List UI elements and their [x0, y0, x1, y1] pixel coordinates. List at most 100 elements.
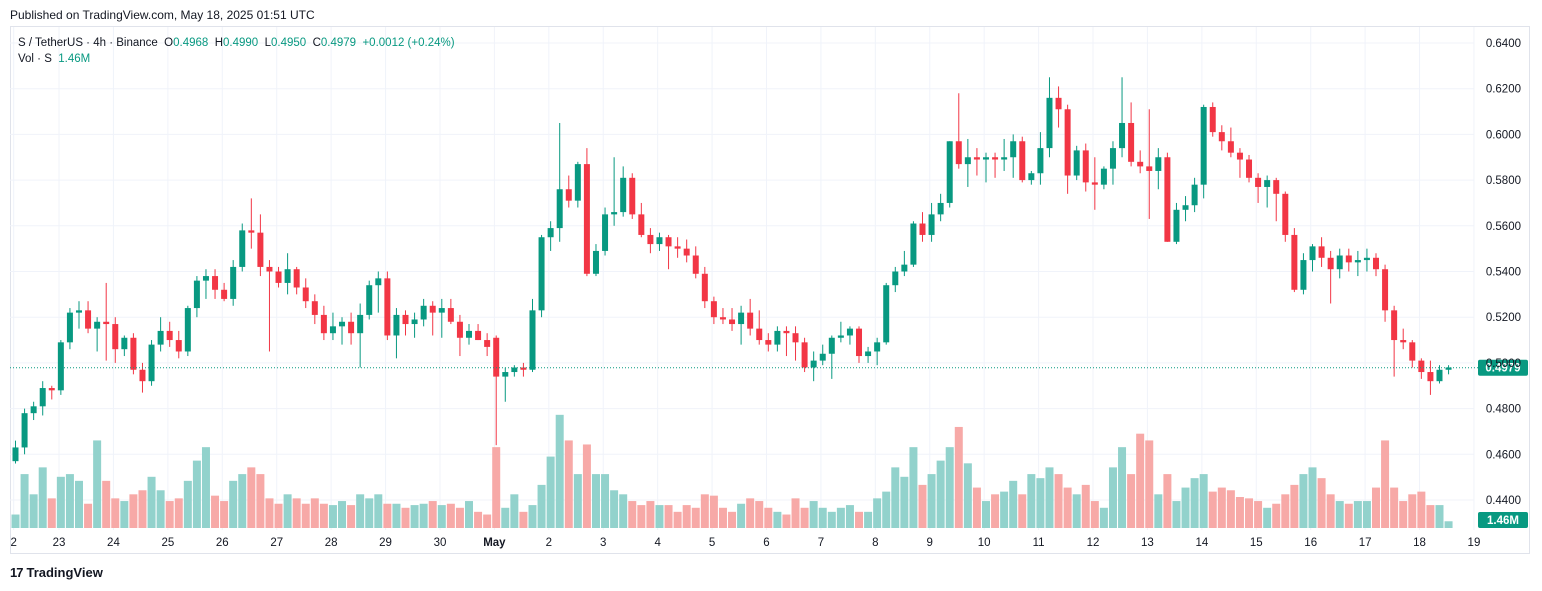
- x-tick-label: 9: [927, 537, 933, 549]
- volume-bar: [845, 505, 854, 528]
- volume-bar: [492, 447, 501, 528]
- candle-body: [946, 141, 953, 203]
- volume-bar: [1381, 440, 1390, 528]
- candle-body: [357, 314, 364, 334]
- x-tick-label: 11: [1033, 537, 1045, 549]
- candle-body: [1218, 132, 1225, 142]
- volume-bar: [338, 501, 347, 528]
- candle-body: [1019, 141, 1026, 181]
- x-tick-label: 26: [216, 537, 229, 549]
- volume-bar: [374, 494, 383, 528]
- x-tick-label: 30: [434, 537, 447, 549]
- x-tick-label: 17: [1359, 537, 1372, 549]
- volume-label[interactable]: Vol · S: [18, 53, 52, 65]
- y-tick-label: 0.5400: [1486, 267, 1521, 279]
- candle-body: [683, 248, 690, 256]
- x-tick-label: 18: [1413, 537, 1426, 549]
- candle-body: [910, 223, 917, 265]
- candle-body: [1309, 246, 1316, 261]
- candle-body: [1418, 360, 1425, 373]
- volume-bar: [1063, 487, 1072, 528]
- x-tick-label: 25: [161, 537, 174, 549]
- volume-bar: [220, 501, 229, 528]
- grid-lines: [10, 27, 1475, 530]
- candle-body: [538, 237, 545, 311]
- candle-body: [1173, 209, 1180, 242]
- volume-bar: [1099, 507, 1108, 528]
- volume-bar: [700, 494, 709, 528]
- candle-body: [493, 337, 500, 377]
- x-tick-label: 2: [546, 537, 552, 549]
- volume-bar: [1372, 487, 1380, 528]
- volume-bar: [410, 505, 419, 528]
- y-tick-label: 0.4600: [1486, 449, 1521, 461]
- candle-body: [39, 388, 46, 407]
- volume-bar: [383, 503, 392, 528]
- candle-body: [629, 177, 636, 215]
- volume-bar: [238, 474, 247, 528]
- volume-bar: [256, 474, 265, 528]
- candle-body: [1137, 161, 1144, 167]
- x-tick-label: 3: [600, 537, 606, 549]
- volume-bar: [392, 503, 401, 528]
- x-tick-label: 29: [379, 537, 392, 549]
- candle-body: [1282, 193, 1289, 235]
- candle-body: [828, 337, 835, 354]
- close-label: C: [312, 37, 321, 49]
- candle-body: [574, 164, 581, 201]
- candle-body: [329, 326, 336, 334]
- symbol-label[interactable]: S / TetherUS · 4h · Binance: [18, 37, 158, 49]
- candle-body: [148, 344, 155, 382]
- volume-bar: [1081, 484, 1090, 528]
- volume-bar: [718, 507, 727, 528]
- x-tick-label: 28: [325, 537, 338, 549]
- volume-bar: [310, 498, 319, 528]
- volume-bar: [183, 480, 192, 528]
- candle-body: [883, 285, 890, 343]
- candle-body: [747, 312, 754, 329]
- volume-bar: [29, 494, 38, 528]
- volume-bar: [192, 460, 201, 528]
- footer-branding[interactable]: 17 TradingView: [10, 565, 103, 580]
- volume-bar: [573, 474, 582, 528]
- tradingview-brand: TradingView: [26, 565, 103, 580]
- volume-bar: [11, 514, 20, 528]
- candle-body: [221, 289, 228, 299]
- candle-body: [592, 250, 599, 274]
- volume-bar: [882, 491, 891, 528]
- current-price-marker: 0.4979 1.46M: [10, 359, 1528, 528]
- volume-bar: [483, 514, 492, 528]
- candle-body: [819, 353, 826, 361]
- volume-bar: [1435, 505, 1444, 528]
- volume-bar: [1426, 505, 1435, 528]
- volume-bar: [927, 474, 936, 528]
- candle-body: [175, 340, 182, 352]
- volume-bar: [84, 503, 93, 528]
- candle-body: [502, 372, 509, 377]
- volume-bar: [691, 507, 700, 528]
- volume-bar: [465, 501, 473, 528]
- candle-body: [638, 214, 645, 235]
- x-tick-label: 5: [709, 537, 715, 549]
- volume-bar: [1399, 501, 1408, 528]
- candle-body: [1291, 234, 1298, 290]
- candle-body: [429, 305, 436, 313]
- volume-bar: [501, 507, 510, 528]
- volume-bar: [1136, 433, 1145, 528]
- candle-body: [30, 406, 37, 414]
- candle-body: [611, 212, 618, 215]
- x-tick-label: 6: [763, 537, 769, 549]
- x-tick-label: 15: [1250, 537, 1263, 549]
- volume-bar: [102, 480, 111, 528]
- candle-body: [1028, 173, 1035, 181]
- volume-bar: [1018, 494, 1027, 528]
- candle-body: [1345, 255, 1352, 263]
- x-tick-label: 10: [978, 537, 991, 549]
- volume-bar: [1199, 474, 1208, 528]
- candle-body: [1236, 152, 1243, 160]
- volume-bar: [510, 494, 519, 528]
- candle-body: [1055, 97, 1062, 110]
- close-value: 0.4979: [320, 37, 357, 49]
- volume-bar: [746, 498, 755, 528]
